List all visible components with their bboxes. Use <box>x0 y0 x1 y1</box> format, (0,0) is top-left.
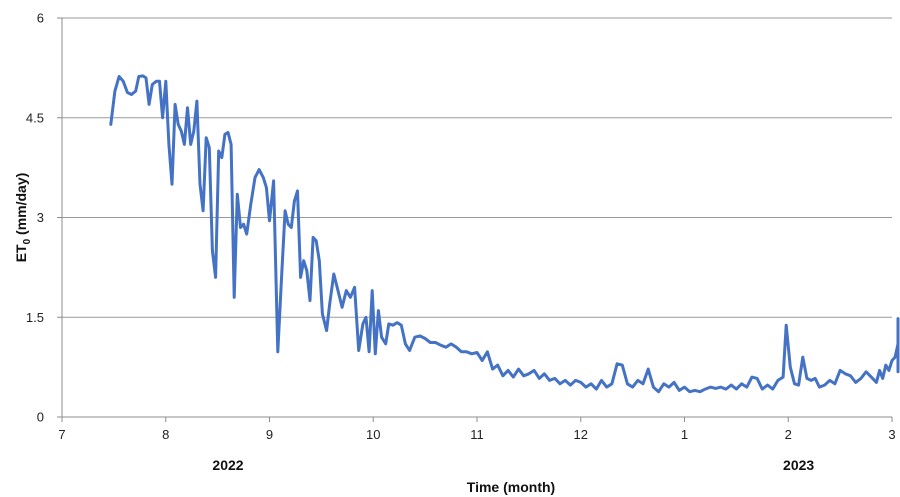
x-ticks: 7 8 9 10 11 12 1 2 3 <box>58 417 896 442</box>
x-tick-label: 1 <box>681 427 688 442</box>
year-label: 2022 <box>212 457 243 473</box>
y-axis-title-subscript: 0 <box>22 238 33 244</box>
x-tick-label: 10 <box>366 427 380 442</box>
year-label: 2023 <box>783 457 814 473</box>
series <box>109 74 900 394</box>
y-axis-title-unit: (mm/day) <box>13 173 29 239</box>
y-axis-title-main: ET <box>13 244 29 262</box>
y-tick-label: 3 <box>37 210 44 225</box>
gridlines <box>62 17 892 318</box>
x-tick-label: 12 <box>574 427 588 442</box>
y-axis-title: ET0 (mm/day) <box>13 173 33 263</box>
x-tick-label: 7 <box>58 427 65 442</box>
x-tick-label: 8 <box>162 427 169 442</box>
y-ticks: 0 1.5 3 4.5 6 <box>26 11 62 425</box>
x-tick-label: 3 <box>888 427 895 442</box>
x-tick-label: 2 <box>785 427 792 442</box>
x-axis-title: Time (month) <box>467 479 555 495</box>
y-tick-label: 6 <box>37 11 44 26</box>
series-line <box>109 74 900 394</box>
y-tick-label: 1.5 <box>26 310 44 325</box>
y-tick-label: 0 <box>37 410 44 425</box>
x-tick-label: 9 <box>266 427 273 442</box>
year-labels: 2022 2023 <box>212 457 814 473</box>
y-tick-label: 4.5 <box>26 110 44 125</box>
x-tick-label: 11 <box>470 427 484 442</box>
